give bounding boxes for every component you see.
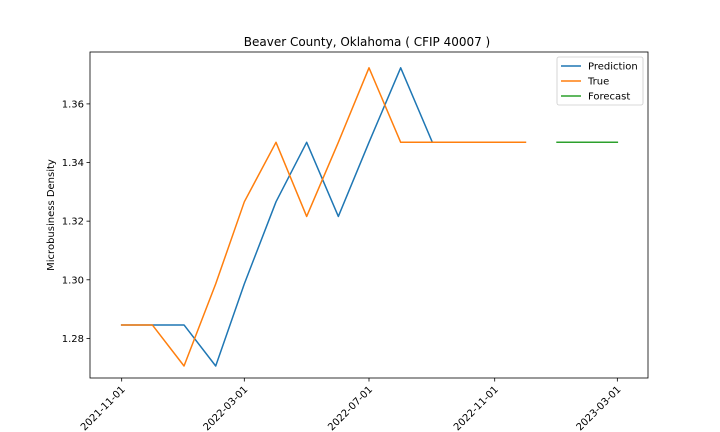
y-tick-label: 1.32 [62,217,84,228]
legend: Prediction True Forecast [556,56,644,106]
chart-title: Beaver County, Oklahoma ( CFIP 40007 ) [244,35,491,49]
y-tick-label: 1.28 [62,334,84,345]
legend-label-prediction: Prediction [588,62,638,73]
series-layer [120,67,619,367]
legend-label-true: True [587,77,609,88]
y-tick-label: 1.36 [62,99,84,110]
legend-label-forecast: Forecast [588,92,630,103]
y-tick-label: 1.34 [62,158,84,169]
series-line-true [120,67,527,367]
y-axis-label: Microbusiness Density [46,159,57,271]
legend-box [556,56,644,106]
y-tick-label: 1.30 [62,275,84,286]
